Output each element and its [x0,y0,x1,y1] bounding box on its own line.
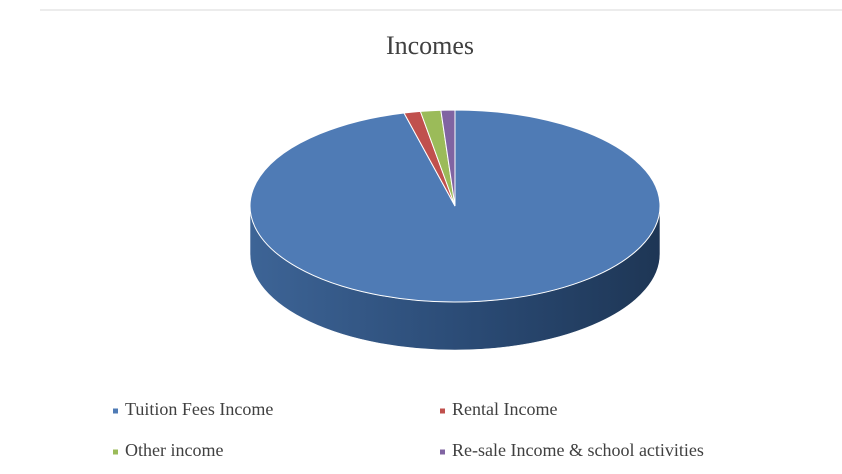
legend-swatch [113,449,118,455]
chart-title: Incomes [386,31,474,60]
legend-swatch [440,408,445,414]
legend-label: Rental Income [452,399,557,419]
legend-swatch [440,449,445,455]
legend-swatch [113,408,118,414]
legend-label: Other income [125,440,223,460]
pie-slice [440,109,456,207]
legend-label: Re-sale Income & school activities [452,440,704,460]
legend-label: Tuition Fees Income [125,399,273,419]
